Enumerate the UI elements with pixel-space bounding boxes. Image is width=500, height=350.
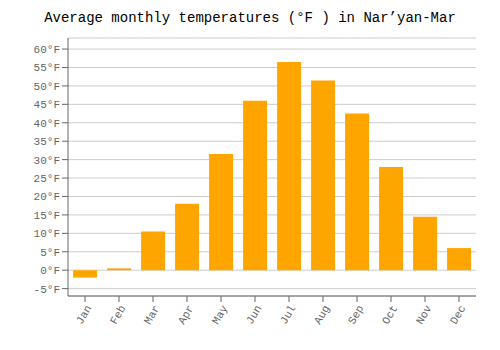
html-text:Average monthly temperatures (: Average monthly temperatures (°F ) in Na… <box>44 10 456 26</box>
svg-text:Jun: Jun <box>244 303 264 326</box>
svg-text:30°F: 30°F <box>34 155 60 167</box>
svg-text:Mar: Mar <box>142 303 162 326</box>
svg-text:55°F: 55°F <box>34 62 60 74</box>
svg-text:Oct: Oct <box>380 303 400 326</box>
svg-text:Aug: Aug <box>312 303 332 326</box>
svg-text:May: May <box>210 303 230 326</box>
svg-text:Sep: Sep <box>346 303 366 326</box>
svg-text:45°F: 45°F <box>34 99 60 111</box>
svg-text:25°F: 25°F <box>34 173 60 185</box>
svg-text:10°F: 10°F <box>34 228 60 240</box>
svg-text:60°F: 60°F <box>34 44 60 56</box>
svg-text:50°F: 50°F <box>34 81 60 93</box>
svg-text:Feb: Feb <box>108 303 128 326</box>
svg-text:35°F: 35°F <box>34 136 60 148</box>
svg-text:-5°F: -5°F <box>34 284 60 296</box>
svg-text:Jan: Jan <box>74 303 94 326</box>
svg-text:15°F: 15°F <box>34 210 60 222</box>
svg-text:5°F: 5°F <box>40 247 60 259</box>
svg-text:20°F: 20°F <box>34 191 60 203</box>
svg-text:Dec: Dec <box>448 303 468 326</box>
svg-text:0°F: 0°F <box>40 265 60 277</box>
svg-text:Apr: Apr <box>176 303 196 326</box>
svg-text:Jul: Jul <box>278 303 298 326</box>
svg-text:Nov: Nov <box>414 303 434 326</box>
svg-text:40°F: 40°F <box>34 118 60 130</box>
